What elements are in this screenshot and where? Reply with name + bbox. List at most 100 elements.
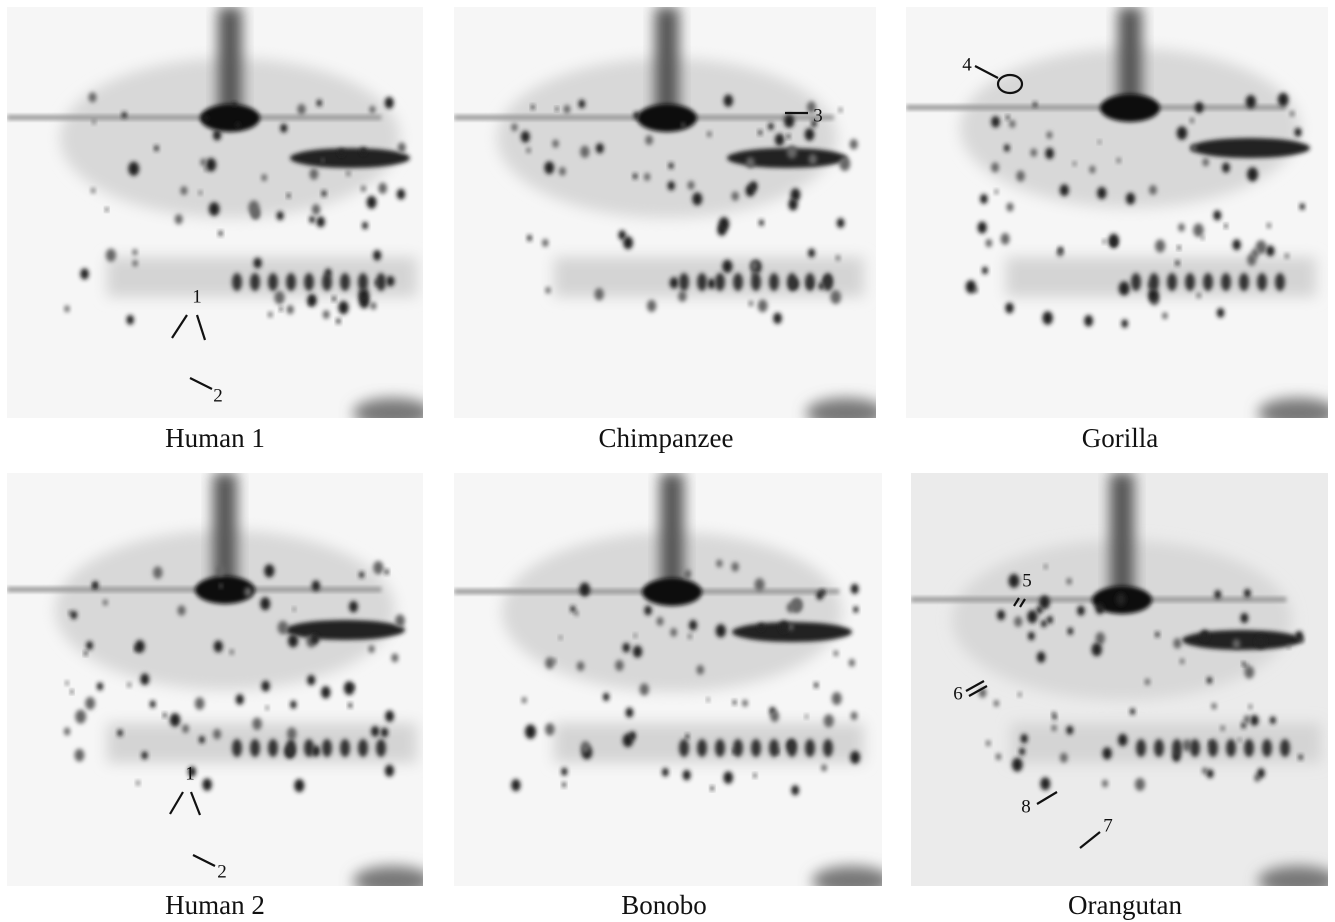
- spot: [264, 564, 275, 578]
- spot: [811, 120, 817, 128]
- band: [1190, 138, 1310, 158]
- spot: [85, 696, 96, 710]
- panel-label: Human 1: [165, 423, 265, 453]
- spot: [395, 614, 405, 628]
- band-spot: [1275, 273, 1285, 291]
- spot: [594, 288, 604, 301]
- band-spot: [823, 739, 833, 757]
- spot: [310, 633, 320, 645]
- band: [285, 620, 405, 640]
- band-spot: [322, 273, 332, 291]
- band-spot: [1149, 273, 1159, 291]
- spot: [343, 681, 355, 695]
- spot: [102, 599, 108, 606]
- spot: [316, 99, 322, 107]
- spot: [622, 733, 634, 748]
- smear: [107, 257, 417, 297]
- spot: [758, 129, 763, 136]
- spot: [618, 230, 626, 240]
- main-spot: [195, 576, 255, 604]
- spot: [668, 162, 674, 170]
- spot: [311, 580, 321, 592]
- spot: [816, 590, 824, 600]
- band-spot: [250, 739, 260, 757]
- spot: [808, 248, 816, 258]
- band-spot: [679, 273, 689, 291]
- spot: [1194, 101, 1204, 114]
- spot: [1066, 577, 1072, 585]
- band-spot: [751, 273, 761, 291]
- spot: [127, 682, 132, 688]
- spot: [92, 119, 96, 125]
- spot: [1115, 592, 1127, 606]
- spot: [290, 700, 297, 709]
- spot: [1244, 665, 1255, 679]
- spot: [558, 166, 566, 176]
- spot: [1046, 615, 1053, 624]
- spot: [1040, 777, 1051, 791]
- spot: [545, 657, 555, 669]
- spot: [1059, 184, 1069, 197]
- panel-label: Gorilla: [1082, 423, 1158, 453]
- spot: [774, 133, 785, 146]
- spot: [386, 275, 395, 287]
- spot: [835, 255, 841, 261]
- spot: [687, 180, 695, 190]
- spot: [768, 122, 774, 131]
- band-spot: [769, 273, 779, 291]
- spot: [268, 311, 273, 318]
- band-spot: [679, 739, 689, 757]
- spot: [595, 143, 604, 154]
- spot: [229, 649, 234, 655]
- spot: [316, 216, 325, 228]
- spot: [391, 653, 399, 663]
- annotation-number: 2: [213, 385, 223, 406]
- spot: [1255, 240, 1267, 255]
- spot: [985, 740, 991, 747]
- spot: [378, 182, 388, 194]
- spot: [991, 116, 1000, 128]
- spot: [203, 114, 209, 122]
- spot: [667, 181, 675, 191]
- spot: [180, 186, 188, 196]
- gel-panel: Human 1 1 2: [7, 7, 423, 453]
- spot: [1250, 714, 1259, 726]
- spot: [786, 145, 798, 159]
- spot: [1179, 658, 1185, 665]
- spot: [1067, 627, 1074, 635]
- spot: [1200, 629, 1209, 641]
- annotation-circle: [996, 73, 1024, 95]
- spot: [1091, 642, 1102, 657]
- spot: [1277, 92, 1289, 107]
- annotation-line: [169, 791, 184, 815]
- spot: [997, 609, 1006, 621]
- smear: [1011, 723, 1321, 763]
- spot: [644, 172, 651, 181]
- band-spot: [304, 739, 314, 757]
- spot: [136, 780, 140, 786]
- spot: [1238, 737, 1242, 743]
- spot: [194, 697, 205, 710]
- spot: [1036, 606, 1043, 615]
- spot: [105, 248, 117, 262]
- band-spot: [805, 273, 815, 291]
- spot: [520, 130, 530, 143]
- band-spot: [733, 273, 743, 291]
- corner-smear: [812, 866, 882, 886]
- spot: [260, 597, 271, 611]
- band-spot: [322, 739, 332, 757]
- spot: [1014, 616, 1023, 628]
- spot: [790, 598, 802, 613]
- spot: [369, 105, 376, 114]
- smear: [497, 58, 837, 218]
- panel-label: Bonobo: [621, 890, 707, 920]
- spot: [1003, 144, 1010, 152]
- spot: [848, 658, 855, 667]
- vertical-streak: [660, 473, 684, 592]
- band-spot: [376, 273, 386, 291]
- spot: [1173, 637, 1182, 649]
- spot: [279, 307, 283, 312]
- spot: [622, 642, 631, 653]
- spot: [368, 645, 375, 653]
- gel-image: [911, 473, 1328, 886]
